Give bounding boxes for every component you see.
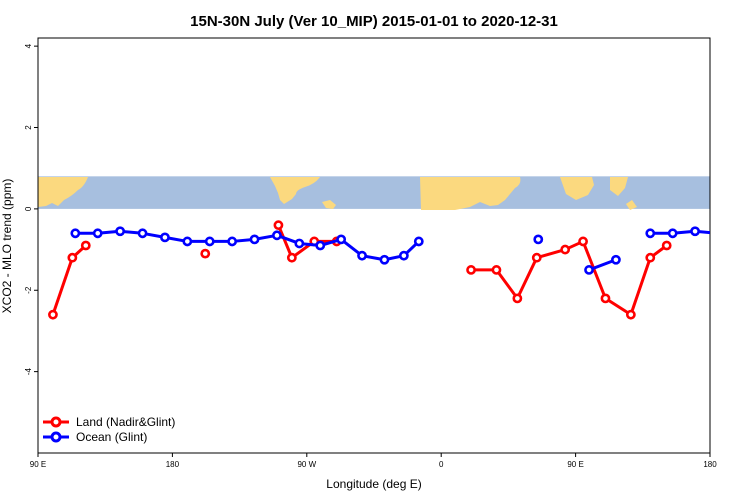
data-point bbox=[625, 309, 636, 320]
data-point bbox=[560, 244, 571, 255]
data-point bbox=[645, 252, 656, 263]
data-point bbox=[398, 250, 409, 261]
y-tick-label: 0 bbox=[24, 206, 33, 211]
y-axis: 4 2 0 -2 -4 bbox=[24, 43, 38, 375]
map-land-caribbean bbox=[322, 200, 336, 209]
data-point bbox=[92, 228, 103, 239]
legend-ocean-marker bbox=[50, 431, 62, 443]
data-point bbox=[182, 236, 193, 247]
data-point bbox=[315, 240, 326, 251]
x-tick-label: 0 bbox=[439, 460, 444, 469]
data-point bbox=[379, 254, 390, 265]
data-point bbox=[115, 226, 126, 237]
map-land-north-america bbox=[270, 177, 320, 204]
data-point bbox=[714, 230, 721, 237]
data-point bbox=[736, 234, 743, 241]
data-point bbox=[67, 252, 78, 263]
data-point bbox=[533, 234, 544, 245]
y-tick-label: 4 bbox=[24, 43, 33, 48]
map-land-southeast-asia bbox=[610, 177, 628, 196]
data-point bbox=[70, 228, 81, 239]
map-land-island bbox=[626, 200, 637, 210]
data-point bbox=[272, 230, 282, 241]
data-point bbox=[227, 236, 238, 247]
x-axis-label: Longitude (deg E) bbox=[326, 477, 421, 491]
data-point bbox=[413, 236, 424, 247]
map-band bbox=[38, 176, 710, 210]
data-point bbox=[491, 265, 502, 275]
data-point bbox=[584, 265, 594, 275]
data-point bbox=[294, 238, 305, 249]
data-point bbox=[273, 220, 284, 231]
data-point bbox=[600, 293, 611, 304]
x-tick-label: 180 bbox=[703, 460, 717, 469]
series-layer bbox=[48, 220, 743, 320]
y-axis-label: XCO2 - MLO trend (ppm) bbox=[0, 179, 14, 314]
data-point bbox=[200, 248, 211, 259]
map-land-asia-pacific-west bbox=[38, 177, 88, 207]
map-land-africa-asia bbox=[420, 177, 521, 210]
data-point bbox=[80, 240, 91, 251]
series-land bbox=[48, 220, 672, 320]
x-tick-label: 180 bbox=[166, 460, 180, 469]
data-point bbox=[137, 228, 148, 239]
legend-land-label: Land (Nadir&Glint) bbox=[76, 415, 175, 429]
x-axis: 90 E 180 90 W 0 90 E 180 bbox=[30, 453, 717, 469]
legend: Land (Nadir&Glint) Ocean (Glint) bbox=[43, 415, 175, 444]
data-point bbox=[512, 293, 523, 304]
map-ocean-band bbox=[38, 176, 710, 209]
legend-land-marker bbox=[50, 416, 62, 428]
data-point bbox=[531, 252, 542, 263]
map-land-india bbox=[560, 177, 594, 200]
x-tick-label: 90 W bbox=[297, 460, 316, 469]
data-point bbox=[249, 234, 260, 245]
data-point bbox=[48, 309, 58, 320]
series-line bbox=[277, 224, 337, 260]
data-point bbox=[204, 236, 215, 247]
legend-ocean-label: Ocean (Glint) bbox=[76, 430, 147, 444]
x-tick-label: 90 E bbox=[30, 460, 46, 469]
data-point bbox=[645, 228, 656, 239]
chart-title: 15N-30N July (Ver 10_MIP) 2015-01-01 to … bbox=[190, 13, 558, 30]
series-line bbox=[75, 229, 420, 262]
series-ocean bbox=[70, 226, 743, 275]
data-point bbox=[690, 226, 700, 237]
data-point bbox=[466, 265, 476, 275]
data-point bbox=[336, 234, 347, 245]
data-point bbox=[661, 240, 672, 251]
series-line bbox=[471, 239, 668, 317]
data-point bbox=[611, 254, 621, 265]
y-tick-label: -4 bbox=[24, 368, 33, 376]
data-point bbox=[578, 236, 588, 247]
data-point bbox=[667, 228, 678, 239]
x-tick-label: 90 E bbox=[567, 460, 583, 469]
y-tick-label: 2 bbox=[24, 125, 33, 130]
plot-frame bbox=[37, 37, 711, 454]
data-point bbox=[286, 252, 297, 263]
y-tick-label: -2 bbox=[24, 286, 33, 294]
data-point bbox=[160, 232, 170, 243]
data-point bbox=[357, 250, 367, 261]
